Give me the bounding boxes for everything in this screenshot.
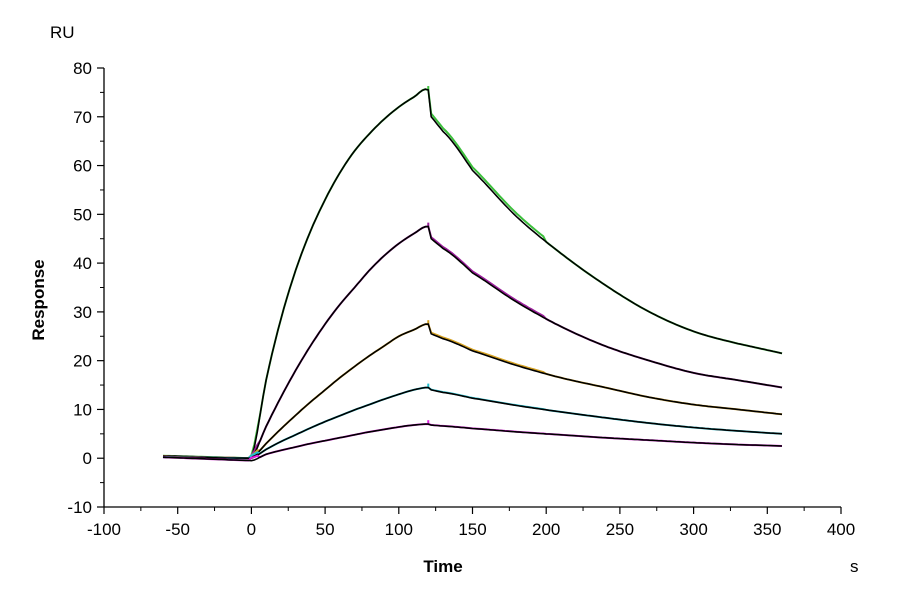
x-tick-label: 350 [753,520,781,539]
series-1 [162,86,783,460]
y-tick-label: 60 [73,157,92,176]
y-tick-label: 10 [73,400,92,419]
x-tick-label: 300 [679,520,707,539]
y-tick-label: 50 [73,205,92,224]
x-tick-label: 250 [606,520,634,539]
series-2 [163,222,783,460]
x-tick-label: -50 [165,520,190,539]
plot-area [162,86,783,462]
y-tick-label: -10 [67,498,92,517]
y-tick-label: 30 [73,303,92,322]
series-5 [162,420,783,462]
x-tick-label: 0 [247,520,256,539]
y-unit-label: RU [50,23,75,42]
x-tick-label: 100 [385,520,413,539]
y-tick-label: 20 [73,352,92,371]
x-tick-label: 150 [458,520,486,539]
x-unit-label: s [850,557,859,576]
x-tick-label: 200 [532,520,560,539]
fit-curve [162,386,783,459]
y-tick-label: 0 [83,449,92,468]
fit-curve [162,88,783,460]
y-tick-label: 80 [73,59,92,78]
y-tick-label: 40 [73,254,92,273]
y-axis-title: Response [29,259,48,340]
series-3 [163,320,783,460]
fit-curve [163,225,783,459]
y-tick-label: 70 [73,108,92,127]
fit-curve [162,423,783,462]
measured-curve [163,225,783,460]
x-tick-label: 50 [316,520,335,539]
x-tick-label: 400 [827,520,855,539]
fit-curve [163,323,783,459]
x-tick-label: -100 [87,520,121,539]
series-4 [162,383,783,460]
x-axis-title: Time [423,557,462,576]
